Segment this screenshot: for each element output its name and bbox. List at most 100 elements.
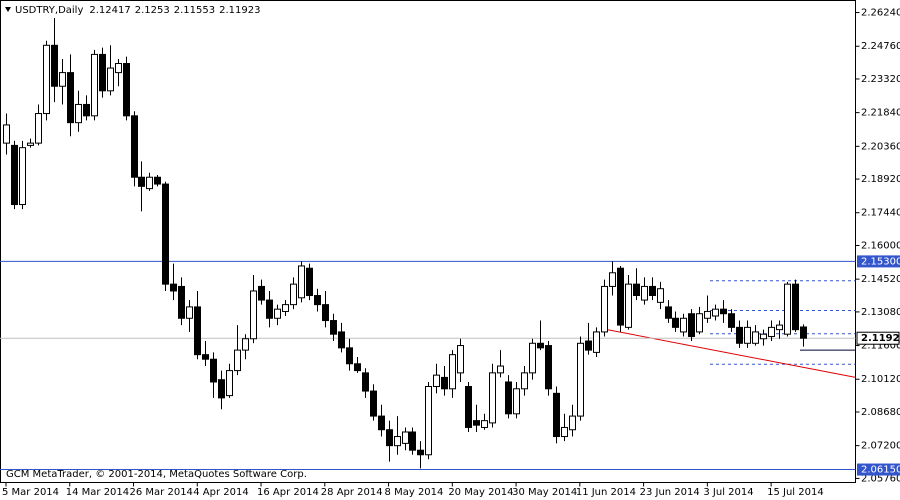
candle-body	[585, 340, 592, 351]
x-tick-label: 14 Mar 2014	[66, 487, 129, 498]
candle-body	[569, 415, 576, 431]
y-tick-label: 2.17440	[861, 208, 900, 219]
candle-body	[784, 283, 791, 335]
y-tick-label: 2.21840	[861, 108, 900, 119]
y-tick-label: 2.23320	[861, 74, 900, 85]
level-label-box	[857, 255, 900, 268]
candle-body	[83, 103, 90, 117]
candle-body	[186, 306, 193, 319]
symbol: USDTRY,Daily	[15, 5, 83, 16]
x-tick-label: 26 Mar 2014	[130, 487, 193, 498]
candle-body	[609, 272, 616, 287]
candle-body	[593, 331, 600, 353]
y-tick-label: 2.07200	[861, 441, 900, 452]
candle-body	[354, 363, 361, 372]
candle-body	[641, 285, 648, 301]
x-tick-label: 4 Apr 2014	[193, 487, 248, 498]
candle-body	[402, 431, 409, 444]
y-tick-label: 2.26240	[861, 8, 900, 19]
candle-body	[170, 283, 177, 292]
candle-body	[720, 308, 727, 315]
candle-body	[3, 124, 10, 144]
candle-body	[409, 431, 416, 451]
candle-body	[497, 365, 504, 374]
candle-body	[433, 374, 440, 388]
candle-body	[43, 44, 50, 115]
candle-body	[553, 392, 560, 438]
candle-body	[489, 372, 496, 424]
candle-body	[521, 372, 528, 390]
header-high: 2.1253	[135, 5, 170, 16]
candle-body	[441, 376, 448, 390]
candle-body	[577, 342, 584, 417]
candle-body	[258, 285, 265, 301]
candle-body	[665, 306, 672, 319]
candle-body	[67, 72, 74, 124]
candle-body	[242, 338, 249, 351]
y-tick-label: 2.14520	[861, 274, 900, 285]
y-tick-label: 2.24760	[861, 41, 900, 52]
candle-body	[537, 342, 544, 349]
x-tick-label: 20 May 2014	[448, 487, 513, 498]
chart-header: USDTRY,Daily 2.12417 2.1253 2.11553 2.11923	[15, 5, 260, 16]
candle-body	[346, 347, 353, 365]
candle-body	[362, 372, 369, 392]
candle-body	[218, 379, 225, 399]
candle-body	[115, 63, 122, 74]
y-tick-label: 2.11600	[861, 341, 900, 352]
price-label: 2.11923	[861, 333, 900, 344]
candle-body	[561, 426, 568, 438]
candle-body	[394, 436, 401, 447]
candle-body	[146, 176, 153, 190]
menu-triangle	[5, 7, 11, 12]
candle-body	[210, 358, 217, 383]
candle-body	[338, 331, 345, 349]
candle-body	[330, 320, 337, 335]
candle-body	[91, 53, 98, 117]
candle-body	[107, 67, 114, 92]
candle-body	[306, 267, 313, 297]
y-tick-label: 2.13080	[861, 307, 900, 318]
candle-body	[505, 381, 512, 415]
candle-body	[545, 345, 552, 390]
x-tick-label: 3 Jul 2014	[703, 487, 753, 498]
candle-body	[11, 144, 18, 206]
candle-body	[131, 115, 138, 178]
candle-body	[465, 386, 472, 428]
y-tick-label: 2.10120	[861, 374, 900, 385]
candle-body	[59, 72, 66, 87]
candle-body	[513, 388, 520, 415]
level-label: 2.15300	[861, 256, 900, 267]
candle-body	[99, 53, 106, 92]
candle-body	[728, 313, 735, 328]
candle-body	[266, 299, 273, 319]
x-tick-label: 11 Jun 2014	[576, 487, 636, 498]
candle-body	[688, 313, 695, 337]
candle-body	[633, 283, 640, 297]
candle-body	[51, 44, 58, 87]
candle-body	[672, 317, 679, 328]
candle-body	[649, 285, 656, 297]
candle-body	[680, 317, 687, 333]
y-tick-label: 2.16000	[861, 240, 900, 251]
candle-body	[386, 429, 393, 447]
x-tick-label: 8 May 2014	[385, 487, 444, 498]
candle-body	[417, 449, 424, 456]
candle-body	[178, 285, 185, 319]
candle-body	[744, 326, 751, 344]
candle-body	[138, 176, 145, 187]
candle-body	[282, 304, 289, 312]
candle-body	[776, 324, 783, 331]
candle-body	[696, 313, 703, 333]
candle-body	[529, 342, 536, 374]
y-tick-label: 2.20360	[861, 141, 900, 152]
candle-body	[449, 354, 456, 390]
candle-body	[657, 288, 664, 303]
candle-body	[617, 267, 624, 326]
candle-body	[202, 354, 209, 360]
candle-body	[35, 113, 42, 144]
candle-body	[322, 304, 329, 322]
candle-body	[27, 142, 34, 146]
candle-body	[290, 283, 297, 306]
